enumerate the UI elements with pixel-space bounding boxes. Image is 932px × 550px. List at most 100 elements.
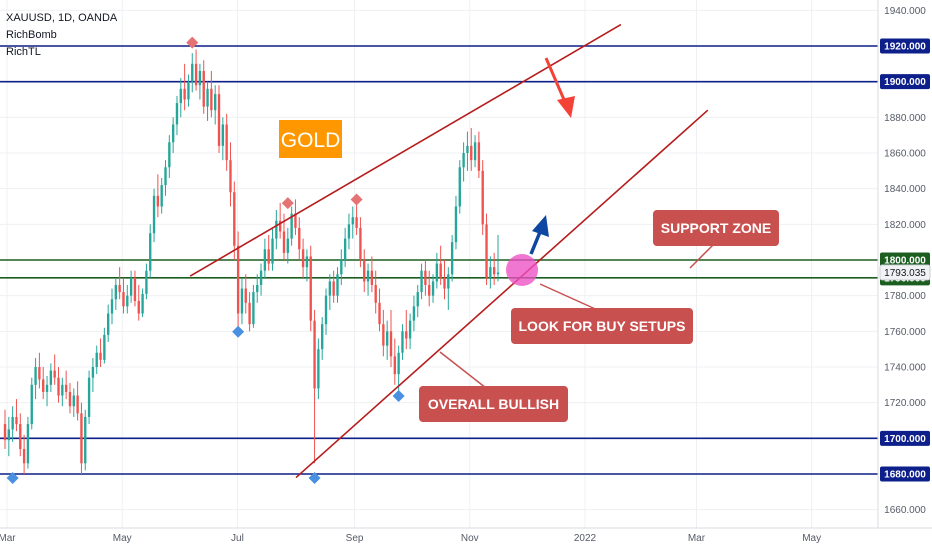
candle <box>145 263 148 300</box>
candle-body <box>309 256 312 321</box>
candle <box>408 313 412 350</box>
candle <box>263 238 267 278</box>
candle <box>152 188 156 243</box>
candle-body <box>366 270 370 282</box>
candle-body <box>141 293 144 314</box>
candle <box>424 260 427 296</box>
candle <box>393 338 396 385</box>
level-tag-text: 1700.000 <box>884 434 926 445</box>
legend-indicator-richtl: RichTL <box>6 46 41 58</box>
candle <box>103 327 106 364</box>
candle-body <box>359 227 362 260</box>
candle-body <box>305 256 309 268</box>
candle <box>359 217 362 268</box>
candle-body <box>49 370 53 385</box>
candle-body <box>435 263 439 282</box>
candle-body <box>412 306 416 321</box>
candle <box>458 160 461 214</box>
candle <box>49 363 53 392</box>
candle-body <box>72 395 75 407</box>
arrow-up-shaft <box>529 231 542 255</box>
pivot-high-marker <box>281 197 294 210</box>
candle <box>76 381 79 421</box>
candle-body <box>57 377 60 396</box>
candle <box>328 274 332 310</box>
candle-body <box>462 153 465 168</box>
candle <box>118 267 121 300</box>
level-tag-bg <box>880 74 930 90</box>
candle <box>61 377 64 407</box>
x-tick-label: 2022 <box>574 533 597 544</box>
candle-body <box>214 94 217 111</box>
candle-body <box>221 124 225 146</box>
last-price-tag: 1793.035 <box>879 264 931 281</box>
level-tag-bg <box>880 466 930 482</box>
candle-body <box>263 249 267 271</box>
trendline-channel-lower[interactable] <box>295 109 709 479</box>
candle <box>428 270 431 307</box>
candle-body <box>160 185 163 207</box>
candle <box>57 367 60 403</box>
legend: XAUUSD, 1D, OANDA RichBomb RichTL <box>6 12 118 58</box>
candle-body <box>458 167 461 207</box>
candle-body <box>168 142 171 168</box>
candle <box>298 217 301 260</box>
pivot-low-marker <box>308 472 321 484</box>
candle <box>202 60 205 114</box>
candle <box>240 277 244 325</box>
level-tag-bg <box>880 38 930 54</box>
candle-body <box>481 170 484 225</box>
candle-body <box>252 292 255 325</box>
plot-area[interactable] <box>0 0 878 550</box>
candle <box>248 292 251 332</box>
candle <box>405 309 408 350</box>
y-tick-label: 1860.000 <box>884 149 926 160</box>
candle-body <box>340 260 343 275</box>
candle <box>206 81 209 121</box>
candle-body <box>99 352 102 360</box>
candle-body <box>164 167 167 186</box>
candle <box>34 358 37 400</box>
candle-body <box>317 349 320 389</box>
candle <box>450 235 454 282</box>
candle <box>443 260 446 300</box>
candle-body <box>282 231 286 253</box>
candle <box>114 277 118 310</box>
candle <box>168 135 171 178</box>
candle <box>313 309 316 464</box>
candle <box>374 270 377 314</box>
y-tick-label: 1840.000 <box>884 184 926 195</box>
candle-body <box>133 277 137 302</box>
candle <box>278 202 282 239</box>
gold-label: GOLD <box>279 120 342 158</box>
candle <box>160 177 163 214</box>
pivot-low-marker <box>232 325 245 338</box>
candle-body <box>298 227 301 250</box>
candle <box>481 160 484 236</box>
buy-setups-callout: LOOK FOR BUY SETUPS <box>511 283 693 344</box>
candle <box>321 317 324 360</box>
candle <box>80 402 83 474</box>
candle-body <box>118 284 121 293</box>
candle <box>107 304 110 343</box>
candle <box>470 128 473 171</box>
candle <box>141 288 144 318</box>
candle <box>217 85 221 153</box>
candle <box>267 235 270 271</box>
level-tag-text: 1920.000 <box>884 42 926 53</box>
candle-body <box>378 302 381 325</box>
candle <box>133 270 137 307</box>
candle-body <box>275 220 278 239</box>
candle <box>210 70 213 118</box>
level-tag-1700: 1700.000 <box>880 430 930 446</box>
candle-body <box>229 160 232 193</box>
candle <box>420 263 423 300</box>
y-tick-label: 1880.000 <box>884 113 926 124</box>
candle-body <box>389 331 393 357</box>
candle <box>236 231 240 328</box>
candle-body <box>256 284 259 293</box>
candle <box>416 284 419 318</box>
candle-body <box>351 217 354 225</box>
candle-body <box>217 94 221 146</box>
